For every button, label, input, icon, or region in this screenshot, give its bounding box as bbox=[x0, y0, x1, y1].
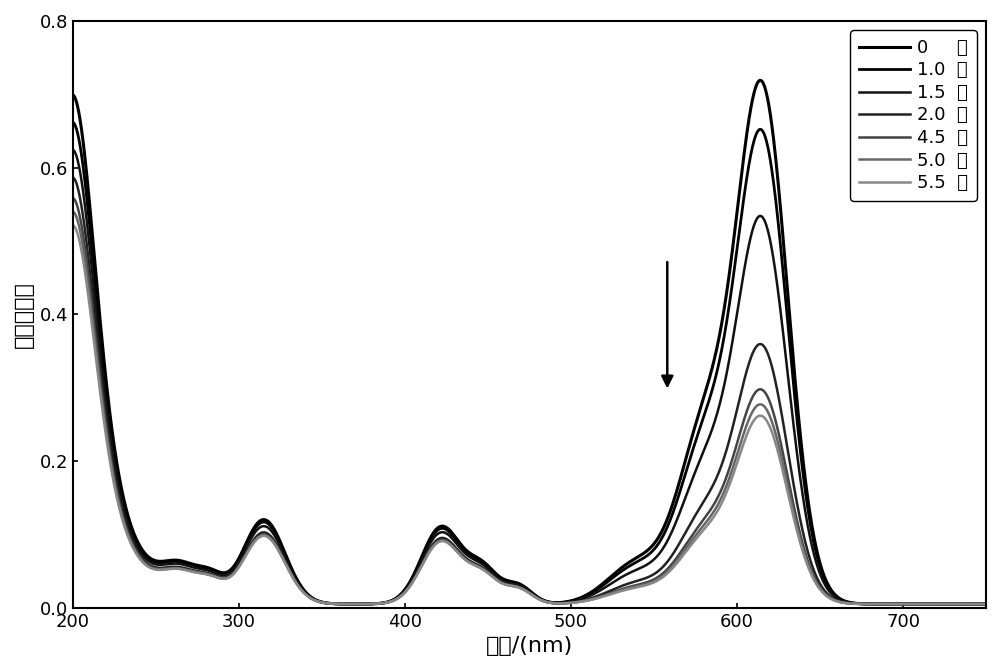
1.0  天 bbox=[225, 566, 237, 574]
1.0  天 bbox=[171, 557, 183, 565]
0     天 bbox=[754, 76, 766, 84]
5.0  天 bbox=[171, 564, 183, 572]
1.5  天 bbox=[962, 600, 974, 608]
2.0  天 bbox=[457, 551, 469, 559]
1.0  天 bbox=[417, 551, 429, 559]
0     天 bbox=[864, 600, 876, 608]
1.5  天 bbox=[457, 547, 469, 555]
2.0  天 bbox=[171, 563, 183, 571]
5.0  天 bbox=[67, 208, 79, 216]
1.0  天 bbox=[962, 600, 974, 608]
5.5  天 bbox=[457, 553, 469, 561]
Line: 1.5  天: 1.5 天 bbox=[73, 150, 986, 604]
1.5  天 bbox=[864, 600, 876, 608]
Line: 0     天: 0 天 bbox=[73, 80, 986, 604]
2.0  天 bbox=[864, 600, 876, 608]
5.0  天 bbox=[225, 572, 237, 580]
1.0  天 bbox=[67, 118, 79, 126]
5.0  天 bbox=[864, 600, 876, 608]
0     天 bbox=[225, 565, 237, 574]
1.5  天 bbox=[225, 568, 237, 576]
2.0  天 bbox=[225, 571, 237, 579]
Line: 5.5  天: 5.5 天 bbox=[73, 225, 986, 604]
4.5  天 bbox=[225, 572, 237, 580]
5.5  天 bbox=[980, 600, 992, 608]
Legend: 0     天, 1.0  天, 1.5  天, 2.0  天, 4.5  天, 5.0  天, 5.5  天: 0 天, 1.0 天, 1.5 天, 2.0 天, 4.5 天, 5.0 天, … bbox=[850, 30, 977, 201]
4.5  天 bbox=[417, 559, 429, 567]
1.0  天 bbox=[864, 600, 876, 608]
Line: 4.5  天: 4.5 天 bbox=[73, 198, 986, 604]
1.0  天 bbox=[457, 544, 469, 552]
5.5  天 bbox=[417, 559, 429, 567]
1.0  天 bbox=[980, 600, 992, 608]
0     天 bbox=[417, 549, 429, 557]
4.5  天 bbox=[980, 600, 992, 608]
Line: 1.0  天: 1.0 天 bbox=[73, 122, 986, 604]
0     天 bbox=[457, 543, 469, 551]
2.0  天 bbox=[67, 174, 79, 182]
X-axis label: 波长/(nm): 波长/(nm) bbox=[486, 636, 573, 656]
1.5  天 bbox=[980, 600, 992, 608]
5.5  天 bbox=[171, 565, 183, 573]
0     天 bbox=[67, 91, 79, 99]
Line: 5.0  天: 5.0 天 bbox=[73, 212, 986, 604]
4.5  天 bbox=[67, 194, 79, 202]
1.5  天 bbox=[171, 559, 183, 567]
5.5  天 bbox=[225, 572, 237, 580]
Line: 2.0  天: 2.0 天 bbox=[73, 178, 986, 604]
0     天 bbox=[171, 556, 183, 564]
5.5  天 bbox=[864, 600, 876, 608]
4.5  天 bbox=[457, 553, 469, 561]
5.5  天 bbox=[962, 600, 974, 608]
2.0  天 bbox=[980, 600, 992, 608]
Y-axis label: 紫外吸收值: 紫外吸收值 bbox=[14, 281, 34, 348]
4.5  天 bbox=[864, 600, 876, 608]
4.5  天 bbox=[171, 564, 183, 572]
5.0  天 bbox=[980, 600, 992, 608]
2.0  天 bbox=[962, 600, 974, 608]
1.5  天 bbox=[417, 553, 429, 561]
5.0  天 bbox=[417, 559, 429, 567]
2.0  天 bbox=[417, 557, 429, 565]
5.0  天 bbox=[962, 600, 974, 608]
5.5  天 bbox=[67, 221, 79, 229]
5.0  天 bbox=[457, 553, 469, 561]
1.5  天 bbox=[67, 146, 79, 154]
4.5  天 bbox=[962, 600, 974, 608]
0     天 bbox=[980, 600, 992, 608]
0     天 bbox=[962, 600, 974, 608]
